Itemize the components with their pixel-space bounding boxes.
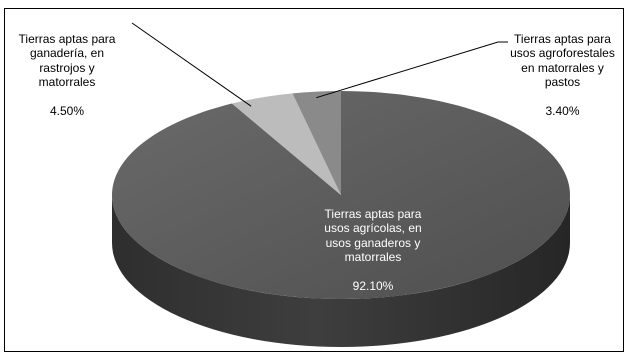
data-label-agricola-name: Tierras aptas para usos agrícolas, en us… <box>324 206 422 265</box>
leader-line-agroforestal <box>316 41 508 99</box>
leader-line-ganaderia <box>131 22 252 107</box>
pie-side-wall <box>112 195 570 347</box>
data-label-agroforestal-percent: 3.40% <box>545 104 580 118</box>
data-label-agricola-percent: 92.10% <box>352 279 394 293</box>
data-label-agroforestal: Tierras aptas para usos agroforestales e… <box>498 17 627 133</box>
data-label-agricola: Tierras aptas para usos agrícolas, en us… <box>268 192 478 308</box>
data-label-ganaderia: Tierras aptas para ganadería, en rastroj… <box>2 17 132 133</box>
data-label-ganaderia-name: Tierras aptas para ganadería, en rastroj… <box>18 31 116 90</box>
data-label-agroforestal-name: Tierras aptas para usos agroforestales e… <box>510 31 615 90</box>
pie-slice-agroforestal <box>292 91 341 195</box>
pie-slice-ganaderia <box>231 93 341 195</box>
pie-slice-agricola <box>111 91 570 300</box>
data-label-ganaderia-percent: 4.50% <box>49 104 85 118</box>
